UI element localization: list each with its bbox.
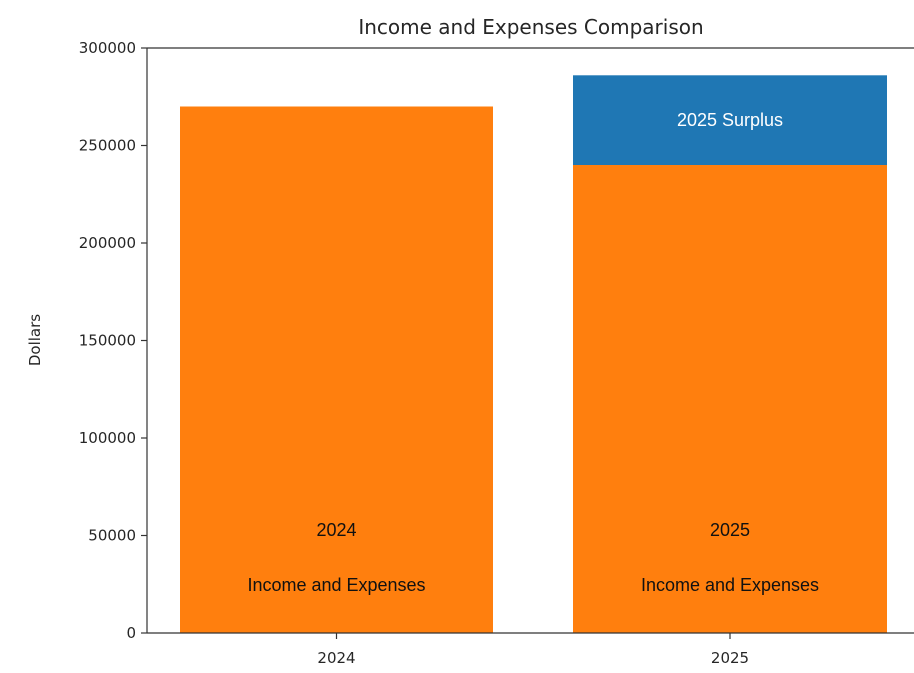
bar-label-income-expenses-2024: Income and Expenses [247, 575, 425, 595]
axes-layer: 0 50000 100000 150000 200000 250000 300000 2024… [79, 39, 914, 667]
y-tick-label: 200000 [79, 234, 136, 252]
x-tick-label: 2024 [317, 649, 355, 667]
bar-labels-layer: 2024 Income and Expenses 2025 Income and Ex… [247, 110, 819, 595]
bar-label-year-2024: 2024 [316, 520, 356, 540]
bar-2025-segment-0 [573, 165, 887, 633]
bar-label-income-expenses-2025: Income and Expenses [641, 575, 819, 595]
y-tick-label: 250000 [79, 137, 136, 155]
bar-label-surplus-2025: 2025 Surplus [677, 110, 783, 130]
y-tick-label: 0 [126, 624, 136, 642]
y-tick-label: 100000 [79, 429, 136, 447]
bar-2024-segment-0 [180, 106, 493, 633]
chart-title: Income and Expenses Comparison [358, 15, 703, 39]
y-tick-label: 50000 [88, 527, 136, 545]
x-tick-label: 2025 [711, 649, 749, 667]
bar-2025-segment-1 [573, 75, 887, 165]
y-tick-label: 300000 [79, 39, 136, 57]
bars-layer [180, 75, 887, 633]
y-axis-label: Dollars [26, 314, 44, 366]
bar-label-year-2025: 2025 [710, 520, 750, 540]
y-tick-label: 150000 [79, 332, 136, 350]
